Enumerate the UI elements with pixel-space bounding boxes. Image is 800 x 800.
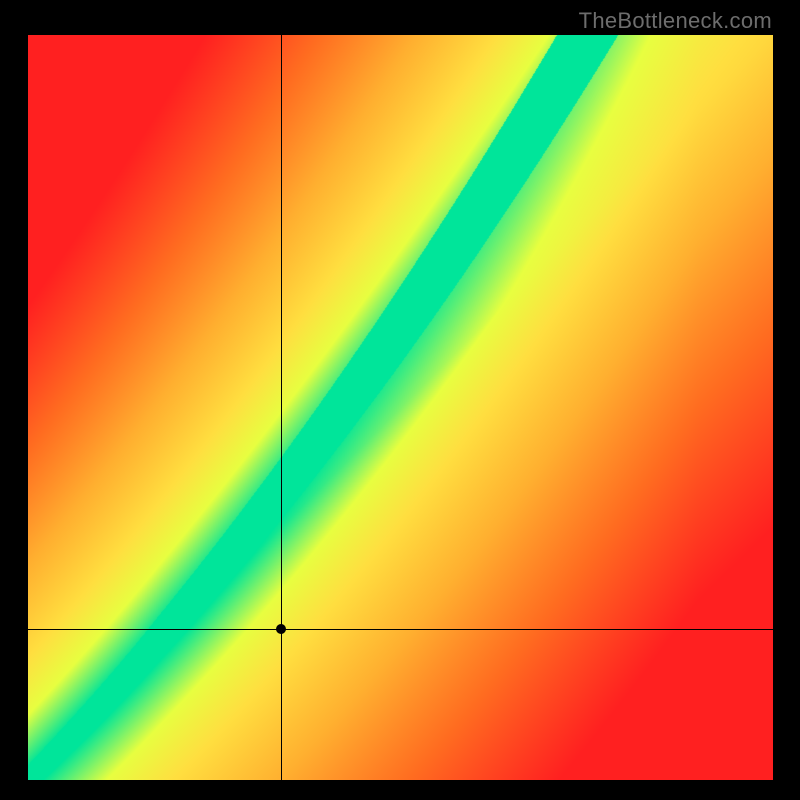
watermark-text: TheBottleneck.com — [579, 8, 772, 34]
crosshair-horizontal — [28, 629, 773, 630]
heatmap-chart — [28, 35, 773, 780]
crosshair-vertical — [281, 35, 282, 780]
crosshair-marker — [276, 624, 286, 634]
heatmap-canvas — [28, 35, 773, 780]
